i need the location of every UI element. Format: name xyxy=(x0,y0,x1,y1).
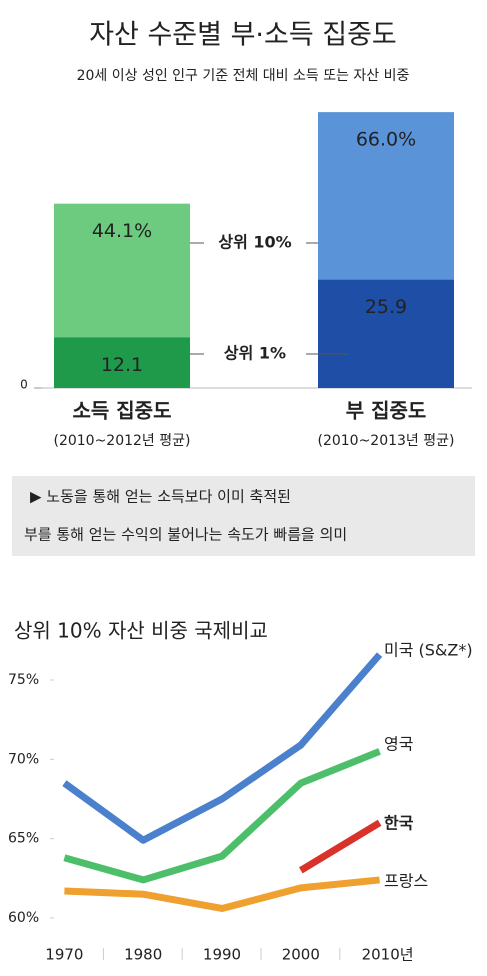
y-tick-label: 65% xyxy=(8,831,39,847)
series-line xyxy=(62,652,383,844)
series-line xyxy=(298,819,382,874)
series-line xyxy=(63,748,381,884)
x-tick-label: 1980 xyxy=(124,946,162,964)
series-label: 프랑스 xyxy=(384,872,428,891)
x-tick-label: 1970 xyxy=(45,946,83,964)
bar xyxy=(318,279,454,388)
series-line xyxy=(64,876,380,912)
y-tick-label: 60% xyxy=(8,910,39,926)
legend-label: 상위 1% xyxy=(224,344,286,363)
x-tick-label: 2000 xyxy=(282,946,320,964)
y-tick-label: 70% xyxy=(8,751,39,767)
x-tick-label: 2010년 xyxy=(362,946,414,964)
series-label: 미국 (S&Z*) xyxy=(384,641,473,660)
value-label: 44.1% xyxy=(92,220,152,242)
bar xyxy=(54,337,190,388)
chart-title: 상위 10% 자산 비중 국제비교 xyxy=(14,619,268,643)
category-label: 부 집중도 xyxy=(346,399,427,423)
note-text: ▶ 노동을 통해 얻는 소득보다 이미 축적된 xyxy=(30,488,291,506)
category-note: (2010~2013년 평균) xyxy=(317,433,454,449)
category-note: (2010~2012년 평균) xyxy=(53,433,190,449)
chart-title: 자산 수준별 부·소득 집중도 xyxy=(89,20,397,51)
note-text: 부를 통해 얻는 수익의 불어나는 속도가 빠름을 의미 xyxy=(24,526,347,544)
value-label: 25.9 xyxy=(365,296,407,318)
legend-label: 상위 10% xyxy=(218,233,291,252)
chart-subtitle: 20세 이상 성인 인구 기준 전체 대비 소득 또는 자산 비중 xyxy=(77,68,410,84)
y-tick-label: 0 xyxy=(20,378,28,392)
x-tick-label: 1990 xyxy=(203,946,241,964)
value-label: 66.0% xyxy=(356,129,416,151)
note-box xyxy=(12,476,475,556)
series-label: 영국 xyxy=(384,735,413,754)
series-label: 한국 xyxy=(384,814,414,833)
y-tick-label: 75% xyxy=(8,672,39,688)
category-label: 소득 집중도 xyxy=(73,399,172,423)
value-label: 12.1 xyxy=(101,354,143,376)
